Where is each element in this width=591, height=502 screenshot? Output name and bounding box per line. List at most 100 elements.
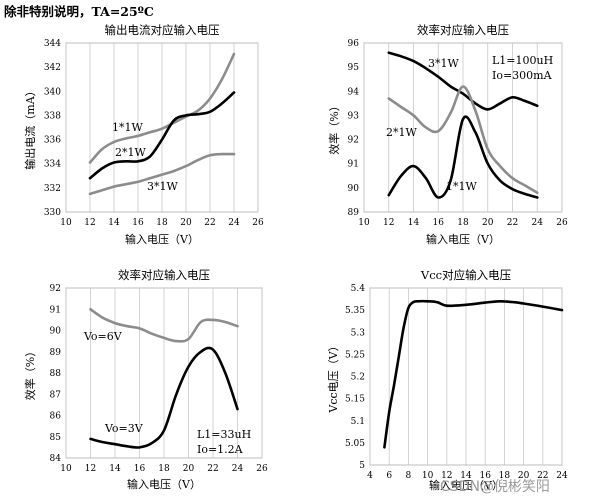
header-note: 除非特别说明，TA=25ºC bbox=[4, 4, 154, 19]
chart-title: Vcc对应输入电压 bbox=[420, 268, 511, 282]
series-line bbox=[387, 115, 539, 199]
y-axis-label: 效率（%） bbox=[23, 346, 37, 400]
y-tick-label: 336 bbox=[44, 136, 61, 146]
x-tick-label: 4 bbox=[367, 471, 373, 481]
x-tick-label: 12 bbox=[84, 218, 95, 228]
x-tick-label: 10 bbox=[60, 464, 72, 474]
x-tick-label: 18 bbox=[457, 218, 469, 228]
x-axis-label: 输入电压（V） bbox=[127, 477, 201, 491]
x-tick-label: 20 bbox=[183, 464, 195, 474]
x-tick-label: 16 bbox=[479, 471, 491, 481]
x-tick-label: 24 bbox=[228, 218, 240, 228]
y-tick-label: 85 bbox=[50, 433, 62, 443]
x-tick-label: 18 bbox=[499, 471, 511, 481]
y-tick-label: 334 bbox=[44, 160, 61, 170]
series-line bbox=[383, 299, 564, 449]
watermark: CSDN@倪彬笑阳 bbox=[440, 479, 550, 495]
x-axis-label: 输入电压（V） bbox=[429, 478, 503, 492]
y-tick-label: 338 bbox=[44, 111, 61, 121]
x-tick-label: 24 bbox=[556, 471, 568, 481]
x-tick-label: 10 bbox=[358, 218, 370, 228]
y-axis-label: 效率（%） bbox=[327, 100, 341, 154]
x-tick-label: 16 bbox=[433, 218, 445, 228]
y-tick-label: 91 bbox=[50, 305, 61, 315]
x-tick-label: 20 bbox=[482, 218, 494, 228]
y-axis-label: 输出电流（mA） bbox=[23, 85, 37, 169]
series-label: Vo=3V bbox=[104, 422, 144, 435]
y-tick-label: 92 bbox=[50, 284, 61, 294]
y-tick-label: 5.2 bbox=[351, 373, 365, 383]
y-tick-label: 5.05 bbox=[345, 439, 365, 449]
y-tick-label: 5.3 bbox=[351, 328, 366, 338]
x-tick-label: 14 bbox=[408, 218, 420, 228]
x-tick-label: 8 bbox=[406, 471, 412, 481]
series-label: 3*1W bbox=[147, 180, 178, 193]
y-tick-label: 92 bbox=[348, 136, 359, 146]
x-axis-label: 输入电压（V） bbox=[426, 232, 500, 246]
series-label: 1*1W bbox=[446, 180, 477, 193]
chart-vcc-voltage: 4 6 8 10 12 14 16 18 20 22 24 5 5.05 5.1 5.15 5.2 5.25 5.… bbox=[327, 268, 568, 492]
series-label: 2*1W bbox=[386, 126, 417, 139]
x-tick-label: 22 bbox=[507, 218, 518, 228]
x-tick-label: 22 bbox=[537, 471, 548, 481]
series-line bbox=[88, 52, 236, 164]
y-tick-label: 5.25 bbox=[345, 350, 365, 360]
y-tick-label: 5.35 bbox=[345, 306, 365, 316]
y-tick-label: 93 bbox=[348, 111, 360, 121]
chart-efficiency-vo: 10 12 14 16 18 20 22 24 26 84 85 86 87 88 89 90 91 92 效率对应… bbox=[23, 268, 268, 491]
x-tick-label: 24 bbox=[232, 464, 244, 474]
chart-title: 效率对应输入电压 bbox=[417, 23, 509, 37]
y-tick-label: 332 bbox=[44, 184, 61, 194]
chart-efficiency-led: 10 12 14 16 18 20 22 24 26 89 90 91 92 93 94 95 96 效率对应输入… bbox=[327, 23, 568, 246]
x-tick-label: 14 bbox=[460, 471, 472, 481]
x-tick-label: 12 bbox=[441, 471, 452, 481]
x-tick-label: 14 bbox=[108, 218, 120, 228]
series-label: 3*1W bbox=[428, 57, 459, 70]
x-tick-label: 26 bbox=[256, 464, 268, 474]
y-tick-label: 84 bbox=[50, 454, 62, 464]
y-tick-label: 86 bbox=[50, 412, 62, 422]
series-line bbox=[387, 51, 539, 111]
x-tick-label: 10 bbox=[60, 218, 72, 228]
chart-annotation: L1=100uH bbox=[492, 54, 553, 67]
y-tick-label: 89 bbox=[348, 208, 360, 218]
x-tick-label: 22 bbox=[204, 218, 215, 228]
y-tick-label: 88 bbox=[50, 369, 62, 379]
series-line bbox=[89, 308, 239, 343]
series-label: 1*1W bbox=[112, 121, 143, 134]
chart-annotation: Io=300mA bbox=[492, 69, 553, 82]
chart-annotation: L1=33uH bbox=[197, 428, 251, 441]
chart-title: 输出电流对应输入电压 bbox=[105, 23, 220, 37]
x-tick-label: 12 bbox=[85, 464, 96, 474]
y-tick-label: 342 bbox=[44, 63, 61, 73]
x-tick-label: 18 bbox=[156, 218, 168, 228]
chart-annotation: Io=1.2A bbox=[197, 443, 244, 456]
chart-title: 效率对应输入电压 bbox=[118, 268, 210, 282]
y-tick-label: 5.4 bbox=[351, 284, 366, 294]
series-line bbox=[387, 85, 539, 194]
series-line bbox=[88, 152, 236, 196]
series-label: Vo=6V bbox=[83, 330, 123, 343]
y-tick-label: 344 bbox=[44, 39, 61, 49]
y-tick-label: 91 bbox=[348, 160, 359, 170]
x-tick-label: 20 bbox=[180, 218, 192, 228]
x-tick-label: 18 bbox=[158, 464, 170, 474]
series-label: 2*1W bbox=[115, 146, 146, 159]
y-tick-label: 5 bbox=[359, 461, 365, 471]
series-line bbox=[89, 346, 239, 449]
x-tick-label: 24 bbox=[532, 218, 544, 228]
y-tick-label: 90 bbox=[348, 184, 360, 194]
y-tick-label: 90 bbox=[50, 327, 62, 337]
x-tick-label: 26 bbox=[252, 218, 264, 228]
series-line bbox=[88, 91, 236, 180]
x-tick-label: 16 bbox=[134, 464, 146, 474]
x-tick-label: 22 bbox=[207, 464, 218, 474]
x-tick-label: 6 bbox=[386, 471, 392, 481]
x-tick-label: 14 bbox=[109, 464, 121, 474]
x-tick-label: 26 bbox=[556, 218, 568, 228]
y-tick-label: 87 bbox=[50, 390, 62, 400]
y-tick-label: 95 bbox=[348, 63, 360, 73]
y-tick-label: 94 bbox=[348, 87, 360, 97]
x-tick-label: 12 bbox=[383, 218, 394, 228]
